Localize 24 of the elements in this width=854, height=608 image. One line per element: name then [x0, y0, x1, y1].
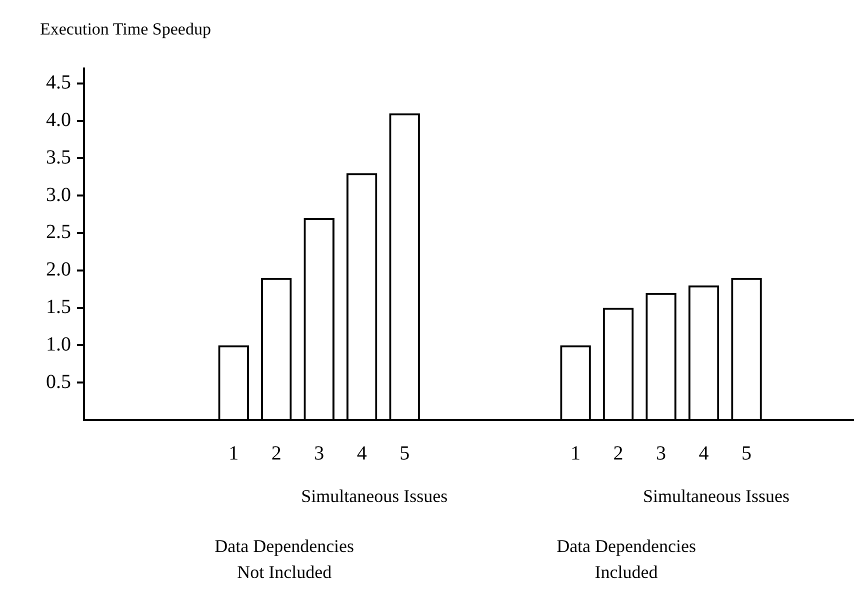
x-tick-label: 4 — [356, 442, 367, 464]
x-tick-label: 1 — [228, 442, 239, 464]
y-tick-label: 1.0 — [46, 333, 71, 356]
y-tick-label: 3.5 — [46, 146, 71, 168]
y-tick-label: 2.5 — [46, 221, 71, 244]
x-tick-label: 1 — [570, 442, 581, 464]
y-tick-label: 1.5 — [46, 296, 71, 318]
x-tick-label: 5 — [742, 442, 752, 464]
chart-title: Execution Time Speedup — [40, 20, 211, 39]
x-tick-label: 2 — [613, 442, 624, 464]
x-tick-label: 3 — [656, 442, 666, 464]
text: Simultaneous Issues — [301, 486, 448, 506]
x-tick-label: 3 — [314, 442, 324, 464]
y-tick-label: 4.5 — [46, 72, 71, 94]
x-tick-label: 2 — [271, 442, 282, 464]
y-tick-label: 4.0 — [46, 109, 71, 132]
y-tick-label: 2.0 — [46, 258, 71, 281]
text: Data Dependencies Included — [556, 536, 696, 582]
text: Data Dependencies Not Included — [214, 536, 354, 582]
text: Simultaneous Issues — [643, 486, 790, 506]
y-tick-label: 0.5 — [46, 370, 71, 393]
x-tick-label: 4 — [698, 442, 709, 464]
y-tick-label: 3.0 — [46, 184, 71, 206]
x-tick-label: 5 — [400, 442, 410, 464]
